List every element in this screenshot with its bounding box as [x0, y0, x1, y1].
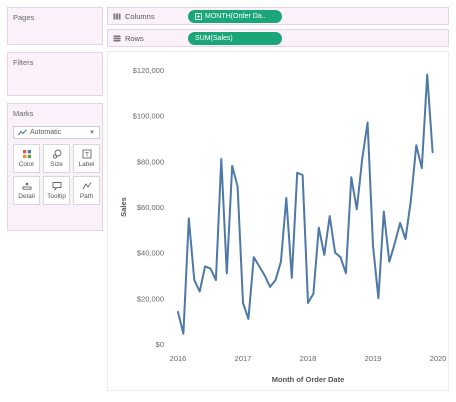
x-tick-label: 2020 [430, 354, 447, 363]
y-tick-label: $20,000 [137, 294, 164, 303]
x-tick-label: 2017 [235, 354, 252, 363]
path-label: Path [79, 193, 94, 200]
columns-pill-text: MONTH(Order Da.. [205, 13, 266, 20]
rows-shelf[interactable]: Rows SUM(Sales) [107, 29, 449, 47]
marks-pane: Marks Automatic ▼ Color Size T Label [7, 103, 103, 231]
path-button[interactable]: Path [73, 176, 100, 205]
rows-pill-text: SUM(Sales) [195, 35, 233, 42]
sales-line-chart[interactable]: $0 $20,000 $40,000 $60,000 $80,000 $100,000 $1… [108, 52, 450, 392]
y-tick-label: $60,000 [137, 203, 164, 212]
columns-label: Columns [125, 12, 155, 21]
rows-label: Rows [125, 34, 144, 43]
pages-pane[interactable]: Pages [7, 7, 103, 45]
svg-text:T: T [85, 152, 89, 159]
filters-pane[interactable]: Filters [7, 52, 103, 96]
pages-title: Pages [13, 13, 35, 22]
label-button[interactable]: T Label [73, 144, 100, 173]
month-order-date-pill[interactable]: MONTH(Order Da.. [188, 10, 282, 23]
x-axis-title: Month of Order Date [272, 375, 345, 384]
x-tick-label: 2018 [300, 354, 317, 363]
rows-icon [113, 35, 121, 42]
label-label: Label [78, 161, 95, 168]
date-plus-icon [195, 13, 202, 20]
y-tick-label: $80,000 [137, 157, 164, 166]
size-button[interactable]: Size [43, 144, 70, 173]
path-icon [82, 182, 91, 190]
filters-title: Filters [13, 58, 34, 67]
chevron-down-icon: ▼ [89, 129, 95, 136]
marks-title: Marks [13, 109, 34, 118]
x-tick-label: 2019 [365, 354, 382, 363]
y-tick-label: $0 [156, 340, 164, 349]
line-mark-icon [18, 129, 27, 136]
y-tick-label: $120,000 [133, 66, 164, 75]
tooltip-icon [52, 182, 61, 191]
detail-label: Detail [18, 193, 35, 200]
rows-shelf-header: Rows [113, 34, 144, 43]
tooltip-label: Tooltip [47, 193, 66, 200]
label-icon: T [82, 149, 91, 159]
size-icon [52, 149, 61, 159]
sales-series-line[interactable] [177, 73, 434, 335]
y-axis-title: Sales [119, 197, 128, 217]
detail-button[interactable]: Detail [13, 176, 40, 205]
columns-shelf[interactable]: Columns MONTH(Order Da.. [107, 7, 449, 25]
size-label: Size [50, 161, 63, 168]
mark-type-dropdown[interactable]: Automatic ▼ [13, 126, 100, 139]
color-icon [22, 150, 31, 158]
columns-shelf-header: Columns [113, 12, 155, 21]
y-tick-label: $100,000 [133, 112, 164, 121]
x-tick-label: 2016 [170, 354, 187, 363]
columns-icon [113, 13, 121, 20]
color-label: Color [18, 161, 35, 168]
chart-view[interactable]: $0 $20,000 $40,000 $60,000 $80,000 $100,000 $1… [107, 51, 449, 391]
y-tick-label: $40,000 [137, 249, 164, 258]
detail-icon [22, 182, 31, 190]
tooltip-button[interactable]: Tooltip [43, 176, 70, 205]
color-button[interactable]: Color [13, 144, 40, 173]
mark-type-label: Automatic [30, 129, 62, 136]
sum-sales-pill[interactable]: SUM(Sales) [188, 32, 282, 45]
